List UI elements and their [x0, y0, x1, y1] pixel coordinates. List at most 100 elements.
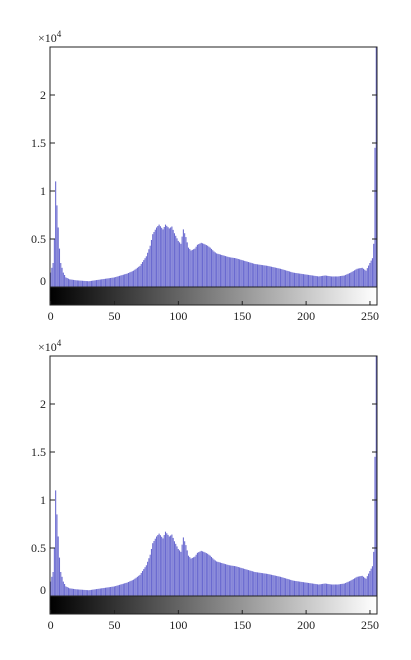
histogram-bar [168, 228, 170, 287]
y-multiplier-label: ×104 [38, 338, 62, 354]
histogram-bar [228, 257, 230, 287]
histogram-bar [164, 224, 167, 287]
histogram-bar [295, 581, 297, 596]
x-tick-label: 0 [48, 309, 54, 323]
histogram-bar [232, 565, 234, 596]
histogram-bar [125, 273, 127, 287]
histogram-bar [208, 246, 210, 287]
histogram-bar [285, 270, 287, 287]
histogram-bar [136, 267, 138, 287]
histogram-bar [241, 260, 243, 287]
histogram-bar [255, 572, 257, 596]
histogram-bar [327, 583, 329, 596]
histogram-bar [373, 243, 375, 287]
histogram-bar [286, 270, 288, 287]
histogram-bar [347, 273, 349, 287]
histogram-bar [263, 573, 265, 596]
histogram-bar [196, 244, 198, 287]
histogram-bar [190, 558, 192, 596]
histogram-bar [67, 587, 69, 596]
histogram-bar [343, 583, 345, 596]
histogram-bar [75, 589, 77, 596]
histogram-bar [336, 276, 338, 287]
histogram-bar [179, 550, 181, 596]
histogram-bar [359, 268, 361, 287]
histogram-bar [129, 272, 131, 287]
histogram-bar [166, 225, 168, 287]
histogram-bar [64, 584, 66, 596]
histogram-bar [51, 267, 53, 287]
histogram-bar [218, 254, 220, 287]
histogram-bar [193, 557, 195, 596]
histogram-bar [319, 584, 321, 596]
histogram-bar [171, 226, 173, 287]
x-axis-ticks: 0 50 100 150 200 250 [48, 301, 379, 323]
histogram-bar [176, 546, 178, 596]
histogram-bar [127, 581, 130, 596]
histogram-bar [207, 553, 209, 596]
histogram-bar [276, 267, 278, 287]
y-tick-label: 0 [40, 583, 46, 597]
histogram-bar [111, 277, 113, 287]
histogram-bar [227, 256, 229, 287]
histogram-bar [273, 575, 275, 596]
histogram-bar [161, 536, 163, 596]
histogram-bar [225, 564, 227, 596]
histogram-bar [153, 540, 155, 596]
histogram-bar [313, 275, 315, 287]
histogram-bar [346, 582, 348, 596]
histogram-bar [314, 275, 316, 287]
histogram-bar [278, 576, 280, 596]
histogram-bar [101, 588, 103, 596]
histogram-bar [212, 558, 214, 596]
histogram-bar [333, 584, 335, 596]
histogram-bar [58, 557, 61, 596]
histogram-bar [134, 269, 136, 287]
histogram-bar [62, 272, 64, 287]
histogram-bar [71, 279, 73, 287]
histogram-bar [239, 259, 241, 287]
histogram-bar [108, 587, 110, 596]
histogram-bar [58, 248, 61, 287]
histogram-bar [69, 279, 71, 287]
histogram-bar [227, 564, 229, 596]
histogram-bar [348, 273, 350, 287]
histogram-bar [159, 226, 161, 287]
histogram-bar [283, 577, 285, 596]
histogram-bar [369, 571, 371, 596]
histogram-bar [337, 276, 339, 287]
histogram-bar [230, 257, 232, 287]
histogram-bar [67, 278, 69, 287]
histogram-bar [279, 576, 282, 596]
histogram-bar [223, 563, 225, 596]
histogram-bar [97, 588, 99, 596]
y-multiplier-label: ×104 [38, 29, 62, 45]
histogram-bar [200, 550, 202, 596]
histogram-bar [336, 584, 338, 596]
histogram-bar [354, 270, 356, 287]
histogram-bar [341, 275, 343, 287]
histogram-bar [194, 248, 196, 287]
histogram-bar [241, 568, 243, 596]
histogram-bar [143, 569, 145, 596]
histogram-bar [290, 271, 292, 287]
histogram-bar [324, 275, 326, 287]
histogram-bar [375, 356, 377, 596]
histogram-bar [69, 588, 71, 596]
histogram-bar [125, 582, 127, 596]
histogram-bar [180, 551, 182, 596]
histogram-bar [84, 589, 86, 596]
histogram-bar [135, 268, 137, 287]
histogram-bar [301, 273, 303, 287]
histogram-bar [150, 548, 152, 596]
histogram-bar [62, 581, 64, 596]
histogram-bars [50, 356, 377, 596]
histogram-bar [99, 588, 101, 596]
histogram-bar [260, 264, 262, 287]
histogram-bar [351, 579, 353, 596]
histogram-bar [347, 581, 349, 596]
histogram-bar [364, 269, 366, 287]
histogram-bar [223, 255, 225, 287]
histogram-bar [92, 589, 94, 596]
histogram-bar [267, 265, 269, 287]
